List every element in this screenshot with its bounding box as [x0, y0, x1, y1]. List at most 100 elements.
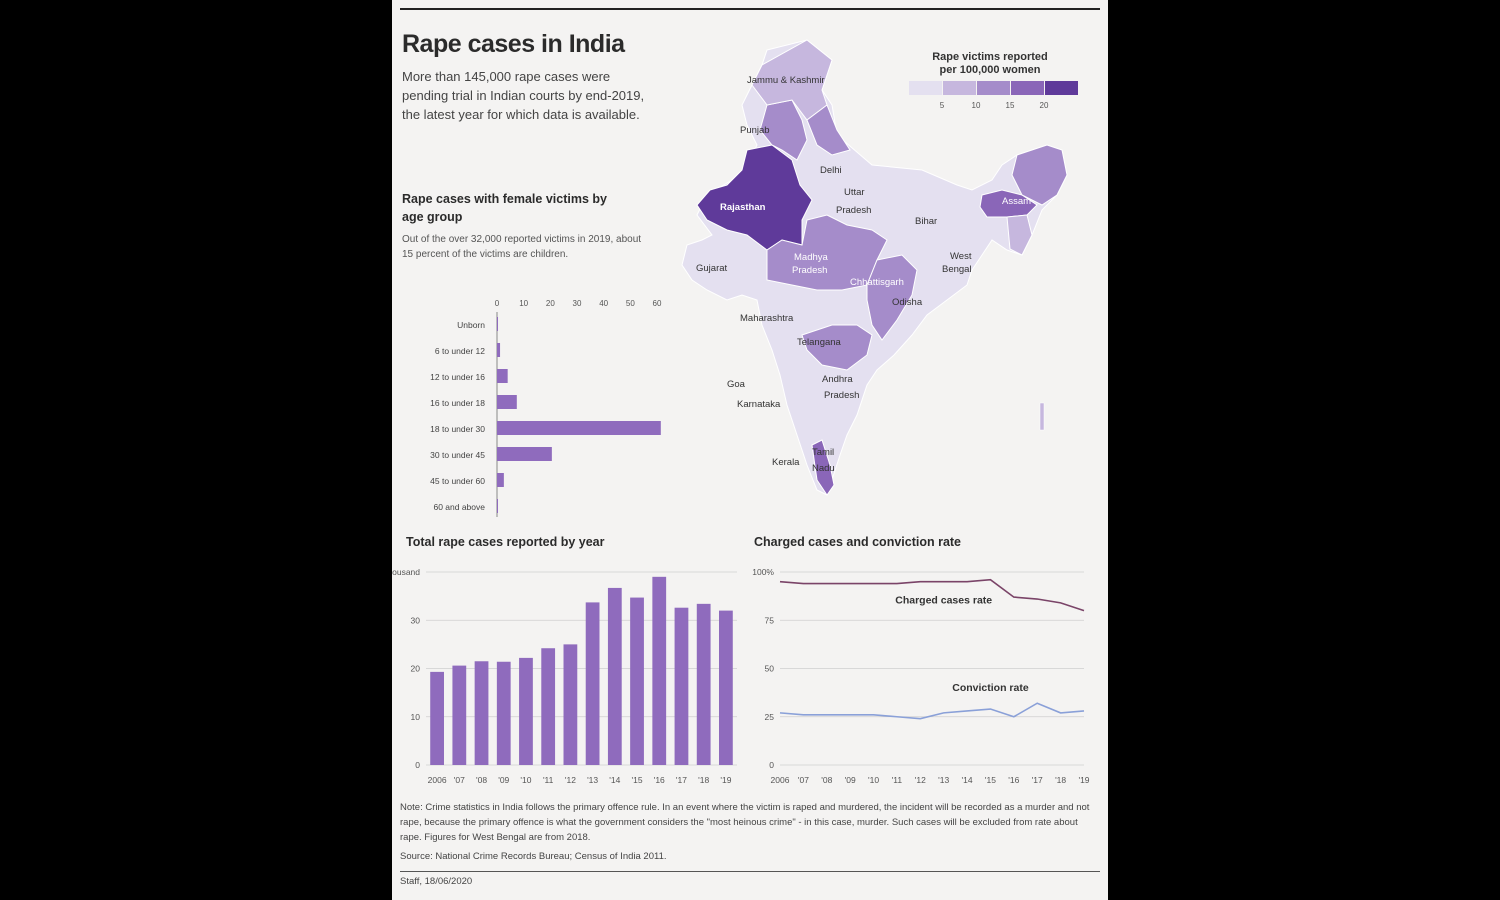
age-group-bar-chart: 0 10 20 30 40 50 60 Unborn 6 to under 12 12 to un…: [430, 299, 662, 517]
year-xtick-label: '14: [609, 775, 620, 785]
year-xtick-label: '08: [476, 775, 487, 785]
map-label-goa: Goa: [727, 379, 746, 390]
line-xtick-label: '18: [1055, 775, 1066, 785]
year-bar: [563, 644, 578, 765]
map-region-kerala: [811, 439, 835, 496]
map-label-ap2: Pradesh: [824, 390, 859, 401]
year-bar: [607, 587, 622, 765]
map-label-mp1: Madhya: [794, 252, 829, 263]
year-ytick-label: 20: [411, 664, 421, 674]
year-ytick-label: 0: [415, 760, 420, 770]
map-legend: Rape victims reported per 100,000 women …: [909, 51, 1078, 110]
yearly-chart-title: Total rape cases reported by year: [406, 535, 605, 549]
line-xtick-label: '13: [938, 775, 949, 785]
map-label-karnataka: Karnataka: [737, 399, 781, 410]
age-category-label: Unborn: [457, 320, 485, 330]
age-xtick-label: 20: [546, 299, 555, 308]
line-xtick-label: '14: [962, 775, 973, 785]
map-labels: Jammu & Kashmir Punjab Delhi Rajasthan U…: [696, 75, 1031, 474]
line-xtick-label: '16: [1008, 775, 1019, 785]
yearly-bar-chart: 0 10 20 30 40 thousand 2006 '07 '08 '09 '10 '11 '12…: [392, 567, 737, 785]
line-xtick-label: '07: [798, 775, 809, 785]
age-bar: [497, 369, 508, 383]
age-bar: [497, 473, 504, 487]
age-bar: [497, 395, 517, 409]
year-bar: [696, 603, 711, 765]
age-xtick-label: 40: [599, 299, 608, 308]
map-label-kerala: Kerala: [772, 457, 800, 468]
line-xtick-label: '11: [892, 775, 903, 785]
year-xtick-label: '12: [565, 775, 576, 785]
page-title: Rape cases in India: [402, 30, 625, 58]
map-label-tn2: Nadu: [812, 463, 835, 474]
age-bar: [497, 343, 501, 357]
line-ytick-label: 100%: [752, 567, 774, 577]
year-bar: [719, 610, 733, 765]
year-bar: [496, 661, 511, 765]
map-label-delhi: Delhi: [820, 165, 842, 176]
year-xtick-label: '19: [720, 775, 731, 785]
year-ytick-label: 30: [411, 615, 421, 625]
map-label-maharashtra: Maharashtra: [740, 313, 794, 324]
map-label-wb1: West: [950, 251, 972, 262]
age-category-label: 30 to under 45: [430, 450, 485, 460]
map-region-chhattisgarh: [866, 254, 918, 341]
age-xtick-label: 0: [495, 299, 500, 308]
map-label-up2: Pradesh: [836, 205, 871, 216]
map-region-telangana: [801, 324, 873, 371]
year-bar: [674, 607, 689, 765]
map-label-telangana: Telangana: [797, 337, 842, 348]
age-bar: [497, 447, 552, 461]
age-chart-subtitle: Out of the over 32,000 reported victims …: [402, 234, 642, 260]
line-xtick-label: '15: [985, 775, 996, 785]
legend-swatch-4: [1045, 81, 1078, 95]
line-ytick-label: 25: [765, 712, 775, 722]
line-xtick-label: '10: [868, 775, 879, 785]
age-category-label: 18 to under 30: [430, 424, 485, 434]
year-bar: [474, 661, 489, 765]
age-bar: [497, 317, 498, 331]
line-ytick-label: 75: [765, 615, 775, 625]
age-category-label: 6 to under 12: [435, 346, 485, 356]
map-label-ap1: Andhra: [822, 374, 853, 385]
age-category-label: 16 to under 18: [430, 398, 485, 408]
line-chart-title: Charged cases and conviction rate: [754, 535, 962, 549]
legend-swatch-2: [977, 81, 1010, 95]
top-rule: [400, 8, 1100, 10]
map-regions: [681, 39, 1068, 496]
map-label-rajasthan: Rajasthan: [720, 202, 766, 213]
line-xtick-label: '17: [1032, 775, 1043, 785]
age-category-label: 12 to under 16: [430, 372, 485, 382]
age-xtick-label: 30: [573, 299, 582, 308]
age-category-label: 45 to under 60: [430, 476, 485, 486]
legend-tick-label: 10: [972, 101, 981, 110]
year-bar: [452, 665, 467, 765]
map-label-jammu: Jammu & Kashmir: [747, 75, 825, 86]
legend-swatch-0: [909, 81, 942, 95]
year-bar: [630, 597, 644, 765]
year-xtick-label: '10: [520, 775, 531, 785]
map-region-uttarakhand: [806, 104, 851, 156]
line-series-1: [779, 702, 1085, 720]
map-region-punjab: [759, 99, 808, 161]
year-xtick-label: 2006: [428, 775, 447, 785]
line-series-label: Conviction rate: [952, 682, 1029, 694]
year-ytick-label: 10: [411, 712, 421, 722]
year-xtick-label: '18: [698, 775, 709, 785]
year-bar: [541, 648, 556, 765]
map-label-gujarat: Gujarat: [696, 263, 728, 274]
map-region-islands: [1039, 402, 1045, 431]
legend-title-line1: Rape victims reported: [932, 51, 1048, 63]
map-region-northeast-south: [1006, 214, 1033, 256]
legend-title-line2: per 100,000 women: [940, 64, 1041, 76]
year-ytick-label: 40 thousand: [392, 567, 420, 577]
age-xtick-label: 10: [519, 299, 528, 308]
legend-tick-label: 5: [940, 101, 945, 110]
bottom-rule: [400, 871, 1100, 872]
conviction-line-chart: 0 25 50 75 100% 2006 '07 '08 '09 '10 '11 '12 '13 '14 '…: [752, 567, 1090, 785]
line-xtick-label: '09: [845, 775, 856, 785]
india-choropleth-map: Rape victims reported per 100,000 women …: [681, 39, 1078, 496]
map-label-wb2: Bengal: [942, 264, 972, 275]
year-xtick-label: '16: [654, 775, 665, 785]
map-label-punjab: Punjab: [740, 125, 770, 136]
